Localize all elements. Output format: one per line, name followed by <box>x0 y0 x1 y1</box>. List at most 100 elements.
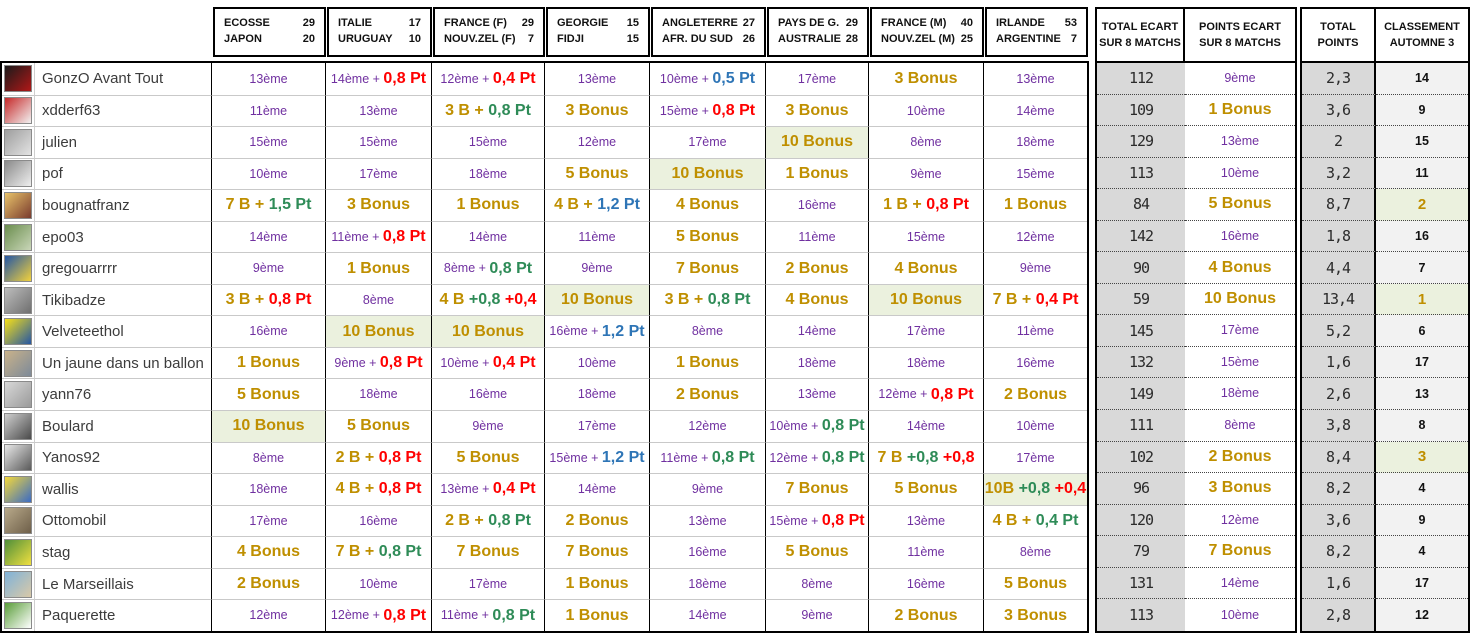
total-ecart-cell[interactable]: 113 <box>1097 599 1185 631</box>
total-points-cell[interactable]: 2,8 <box>1302 599 1376 631</box>
total-ecart-cell[interactable]: 132 <box>1097 346 1185 379</box>
player-name-cell[interactable]: Tikibadze <box>34 283 211 316</box>
prediction-cell[interactable]: 17ème <box>211 504 325 537</box>
prediction-cell[interactable]: 2 Bonus <box>211 567 325 600</box>
prediction-cell[interactable]: 10 Bonus <box>868 283 983 316</box>
prediction-cell[interactable]: 12ème + 0,8 Pt <box>868 378 983 411</box>
prediction-cell[interactable]: 14ème <box>211 220 325 253</box>
prediction-cell[interactable]: 12ème <box>983 220 1087 253</box>
total-ecart-cell[interactable]: 129 <box>1097 126 1185 158</box>
prediction-cell[interactable]: 10B +0,8 +0,4 <box>983 473 1087 505</box>
prediction-cell[interactable]: 1 B + 0,8 Pt <box>868 189 983 221</box>
prediction-cell[interactable]: 2 B + 0,8 Pt <box>325 441 431 474</box>
prediction-cell[interactable]: 11ème + 0,8 Pt <box>649 441 765 474</box>
prediction-cell[interactable]: 9ème <box>211 252 325 284</box>
total-points-cell[interactable]: 1,6 <box>1302 346 1376 379</box>
total-ecart-cell[interactable]: 84 <box>1097 189 1185 221</box>
total-points-cell[interactable]: 1,8 <box>1302 220 1376 253</box>
prediction-cell[interactable]: 12ème <box>544 126 649 158</box>
prediction-cell[interactable]: 8ème <box>765 567 868 600</box>
total-ecart-cell[interactable]: 96 <box>1097 473 1185 505</box>
total-ecart-cell[interactable]: 142 <box>1097 220 1185 253</box>
prediction-cell[interactable]: 13ème <box>868 504 983 537</box>
prediction-cell[interactable]: 2 Bonus <box>765 252 868 284</box>
prediction-cell[interactable]: 11ème + 0,8 Pt <box>325 220 431 253</box>
total-points-cell[interactable]: 3,8 <box>1302 410 1376 442</box>
total-points-cell[interactable]: 8,2 <box>1302 536 1376 568</box>
points-ecart-cell[interactable]: 5 Bonus <box>1185 189 1295 221</box>
prediction-cell[interactable]: 17ème <box>649 126 765 158</box>
prediction-cell[interactable]: 13ème <box>649 504 765 537</box>
prediction-cell[interactable]: 15ème + 0,8 Pt <box>649 94 765 127</box>
player-name-cell[interactable]: Un jaune dans un ballon <box>34 346 211 379</box>
total-points-cell[interactable]: 3,6 <box>1302 504 1376 537</box>
player-name-cell[interactable]: Ottomobil <box>34 504 211 537</box>
prediction-cell[interactable]: 15ème + 0,8 Pt <box>765 504 868 537</box>
classement-cell[interactable]: 6 <box>1376 315 1468 347</box>
prediction-cell[interactable]: 4 B +0,8 +0,4 <box>431 283 544 316</box>
prediction-cell[interactable]: 10ème <box>544 346 649 379</box>
prediction-cell[interactable]: 18ème <box>649 567 765 600</box>
prediction-cell[interactable]: 16ème <box>983 346 1087 379</box>
prediction-cell[interactable]: 14ème + 0,8 Pt <box>325 63 431 95</box>
prediction-cell[interactable]: 17ème <box>868 315 983 347</box>
player-name-cell[interactable]: wallis <box>34 473 211 505</box>
classement-cell[interactable]: 14 <box>1376 63 1468 95</box>
prediction-cell[interactable]: 15ème <box>983 157 1087 190</box>
prediction-cell[interactable]: 1 Bonus <box>983 189 1087 221</box>
prediction-cell[interactable]: 16ème <box>325 504 431 537</box>
prediction-cell[interactable]: 16ème <box>431 378 544 411</box>
prediction-cell[interactable]: 11ème <box>983 315 1087 347</box>
total-ecart-cell[interactable]: 131 <box>1097 567 1185 600</box>
prediction-cell[interactable]: 17ème <box>431 567 544 600</box>
prediction-cell[interactable]: 14ème <box>544 473 649 505</box>
prediction-cell[interactable]: 16ème <box>868 567 983 600</box>
prediction-cell[interactable]: 7 B + 1,5 Pt <box>211 189 325 221</box>
prediction-cell[interactable]: 5 Bonus <box>983 567 1087 600</box>
player-name-cell[interactable]: Paquerette <box>34 599 211 631</box>
classement-cell[interactable]: 13 <box>1376 378 1468 411</box>
prediction-cell[interactable]: 9ème <box>765 599 868 631</box>
prediction-cell[interactable]: 10 Bonus <box>544 283 649 316</box>
total-points-cell[interactable]: 1,6 <box>1302 567 1376 600</box>
player-name-cell[interactable]: bougnatfranz <box>34 189 211 221</box>
prediction-cell[interactable]: 1 Bonus <box>211 346 325 379</box>
prediction-cell[interactable]: 16ème <box>765 189 868 221</box>
prediction-cell[interactable]: 14ème <box>983 94 1087 127</box>
prediction-cell[interactable]: 18ème <box>983 126 1087 158</box>
prediction-cell[interactable]: 1 Bonus <box>649 346 765 379</box>
total-ecart-cell[interactable]: 149 <box>1097 378 1185 411</box>
prediction-cell[interactable]: 1 Bonus <box>765 157 868 190</box>
total-points-cell[interactable]: 8,7 <box>1302 189 1376 221</box>
prediction-cell[interactable]: 11ème + 0,8 Pt <box>431 599 544 631</box>
prediction-cell[interactable]: 2 Bonus <box>868 599 983 631</box>
player-name-cell[interactable]: Boulard <box>34 410 211 442</box>
points-ecart-cell[interactable]: 18ème <box>1185 378 1295 411</box>
total-points-cell[interactable]: 13,4 <box>1302 283 1376 316</box>
prediction-cell[interactable]: 15ème <box>211 126 325 158</box>
prediction-cell[interactable]: 1 Bonus <box>544 567 649 600</box>
prediction-cell[interactable]: 14ème <box>431 220 544 253</box>
prediction-cell[interactable]: 8ème + 0,8 Pt <box>431 252 544 284</box>
points-ecart-cell[interactable]: 14ème <box>1185 567 1295 600</box>
classement-cell[interactable]: 12 <box>1376 599 1468 631</box>
points-ecart-cell[interactable]: 10ème <box>1185 599 1295 631</box>
prediction-cell[interactable]: 9ème <box>431 410 544 442</box>
prediction-cell[interactable]: 7 B + 0,4 Pt <box>983 283 1087 316</box>
prediction-cell[interactable]: 10ème <box>983 410 1087 442</box>
prediction-cell[interactable]: 15ème <box>868 220 983 253</box>
prediction-cell[interactable]: 10 Bonus <box>211 410 325 442</box>
prediction-cell[interactable]: 10 Bonus <box>325 315 431 347</box>
total-ecart-cell[interactable]: 79 <box>1097 536 1185 568</box>
prediction-cell[interactable]: 14ème <box>765 315 868 347</box>
prediction-cell[interactable]: 13ème <box>983 63 1087 95</box>
prediction-cell[interactable]: 17ème <box>983 441 1087 474</box>
total-points-cell[interactable]: 2,3 <box>1302 63 1376 95</box>
prediction-cell[interactable]: 10ème + 0,8 Pt <box>765 410 868 442</box>
prediction-cell[interactable]: 4 B + 0,4 Pt <box>983 504 1087 537</box>
prediction-cell[interactable]: 16ème + 1,2 Pt <box>544 315 649 347</box>
total-points-cell[interactable]: 4,4 <box>1302 252 1376 284</box>
prediction-cell[interactable]: 7 Bonus <box>544 536 649 568</box>
classement-cell[interactable]: 4 <box>1376 536 1468 568</box>
player-name-cell[interactable]: stag <box>34 536 211 568</box>
